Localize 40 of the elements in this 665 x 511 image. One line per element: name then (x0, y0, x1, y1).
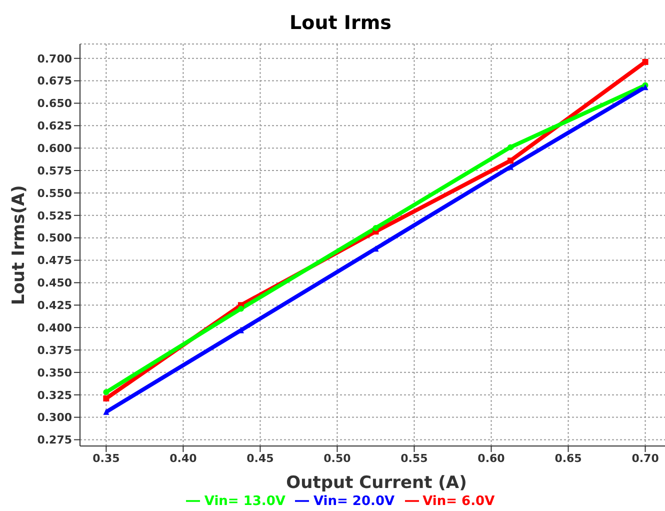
y-tick-label: 0.575 (37, 164, 72, 178)
point (238, 306, 244, 312)
y-tick-label: 0.650 (37, 97, 72, 110)
legend-label: Vin= 13.0V (204, 494, 286, 509)
y-tick-label: 0.350 (37, 366, 72, 380)
y-tick-label: 0.475 (37, 254, 72, 268)
x-tick-label: 0.70 (632, 452, 660, 465)
x-tick-label: 0.35 (92, 452, 120, 465)
y-tick-label: 0.450 (37, 276, 72, 290)
point (508, 158, 514, 164)
y-tick-label: 0.500 (37, 232, 72, 245)
y-tick-label: 0.400 (37, 321, 72, 334)
y-tick-label: 0.675 (37, 74, 72, 88)
point (103, 395, 110, 402)
y-tick-label: 0.275 (37, 434, 72, 447)
x-axis-title: Output Current (A) (286, 473, 467, 493)
y-tick-label: 0.700 (37, 52, 72, 66)
point (372, 224, 379, 231)
y-tick-label: 0.550 (37, 186, 72, 200)
point (642, 58, 648, 65)
point (103, 389, 110, 396)
x-tick-label: 0.40 (170, 452, 198, 465)
x-tick-label: 0.45 (246, 452, 274, 465)
legend-label: Vin= 20.0V (313, 494, 395, 509)
y-tick-label: 0.425 (37, 299, 72, 312)
y-tick-label: 0.625 (37, 120, 72, 133)
x-tick-label: 0.50 (324, 452, 352, 465)
chart-title: Lout Irms (288, 11, 392, 36)
y-tick-label: 0.325 (37, 388, 72, 402)
y-tick-label: 0.300 (37, 411, 72, 424)
point (508, 144, 514, 150)
x-tick-label: 0.60 (478, 452, 506, 465)
point (103, 408, 110, 415)
legend-label: Vin= 6.0V (422, 494, 495, 509)
x-tick-label: 0.65 (554, 452, 582, 465)
y-tick-label: 0.600 (37, 142, 72, 155)
y-tick-label: 0.525 (37, 209, 72, 222)
x-tick-label: 0.55 (400, 452, 428, 465)
y-axis-title: Lout Irms(A) (9, 185, 30, 305)
y-tick-label: 0.375 (37, 344, 72, 357)
